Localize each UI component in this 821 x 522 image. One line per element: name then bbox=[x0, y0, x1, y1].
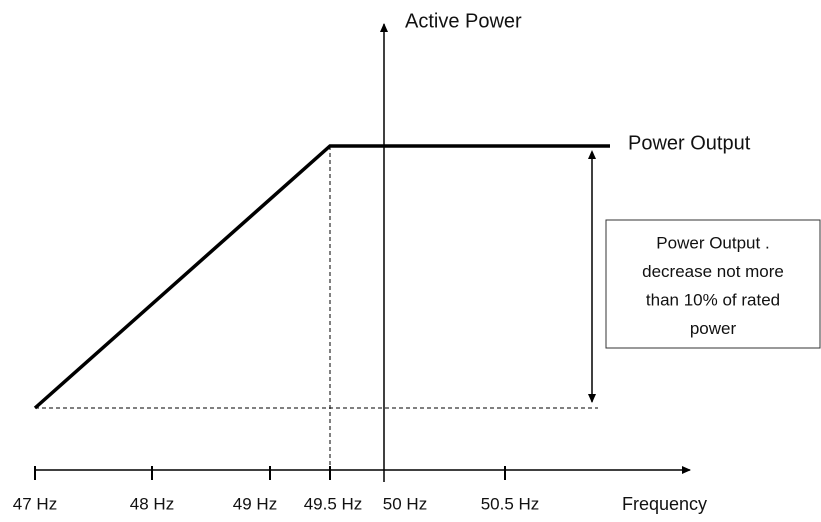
note-line: power bbox=[690, 319, 737, 338]
note-box bbox=[605, 219, 821, 349]
power-curve bbox=[33, 144, 610, 410]
note-line: Power Output . bbox=[656, 233, 769, 252]
note-line: decrease not more bbox=[642, 262, 784, 281]
note-line: than 10% of rated bbox=[646, 290, 780, 309]
x-tick-label: 50.5 Hz bbox=[481, 494, 540, 513]
x-tick-label: 49 Hz bbox=[233, 494, 277, 513]
ticks: 47 Hz 48 Hz 49 Hz 49.5 Hz 50 Hz 50.5 Hz bbox=[13, 466, 540, 513]
x-tick-label: 47 Hz bbox=[13, 494, 57, 513]
curve-label: Power Output bbox=[628, 132, 751, 154]
y-axis-label: Active Power bbox=[405, 10, 522, 32]
note: Power Output . decrease not more than 10% … bbox=[642, 233, 784, 338]
x-tick-label: 49.5 Hz bbox=[304, 494, 363, 513]
x-axis-label: Frequency bbox=[622, 494, 707, 514]
x-tick-label: 48 Hz bbox=[130, 494, 174, 513]
x-tick-label: 50 Hz bbox=[383, 494, 427, 513]
